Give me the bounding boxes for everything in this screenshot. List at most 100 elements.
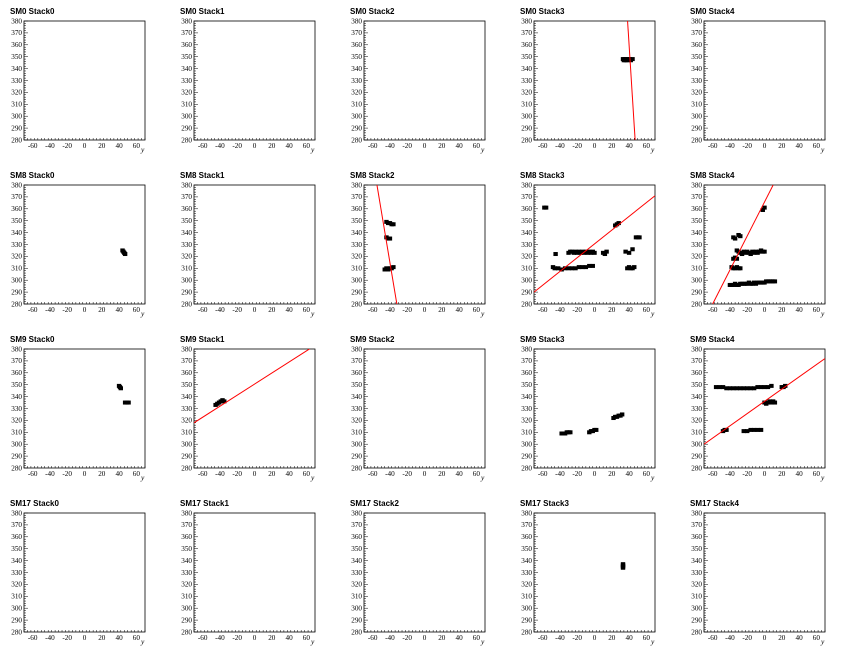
data-point: [738, 266, 743, 271]
y-tick-label: 370: [351, 357, 362, 365]
data-point: [734, 256, 740, 261]
data-point: [772, 279, 778, 284]
x-axis-label: y: [820, 473, 825, 482]
data-point: [741, 429, 746, 434]
y-tick-label: 300: [11, 605, 22, 613]
x-tick-label: 40: [625, 142, 633, 150]
y-tick-label: 340: [351, 229, 362, 237]
y-tick-label: 300: [521, 277, 532, 285]
y-tick-label: 310: [521, 101, 532, 109]
data-point: [623, 249, 628, 254]
plot-frame: [23, 348, 146, 469]
x-axis-label: y: [140, 637, 145, 646]
y-tick-label: 340: [11, 229, 22, 237]
x-tick-label: -60: [708, 142, 718, 150]
y-tick-label: 290: [691, 616, 702, 624]
y-tick-label: 280: [691, 300, 702, 308]
x-tick-label: -40: [215, 470, 225, 478]
data-point: [758, 427, 764, 432]
y-tick-label: 380: [11, 509, 22, 517]
y-tick-label: 360: [11, 41, 22, 49]
x-tick-label: 60: [813, 306, 821, 314]
x-axis-label: y: [820, 637, 825, 646]
x-tick-label: 40: [795, 634, 803, 642]
x-tick-label: 20: [268, 142, 276, 150]
panel: SM0 Stack0 280 290 300 310 320 330 340 350 360 370…: [10, 7, 146, 154]
x-tick-label: 0: [763, 470, 767, 478]
x-tick-label: 60: [813, 634, 821, 642]
y-tick-label: 300: [691, 441, 702, 449]
data-point: [552, 266, 557, 271]
panel: SM9 Stack0 280 290 300 310 320 330 340 350 360 370…: [10, 335, 146, 482]
x-tick-label: -20: [232, 470, 242, 478]
y-tick-label: 330: [691, 569, 702, 577]
y-tick-label: 370: [181, 29, 192, 37]
data-point: [122, 252, 128, 257]
y-tick-label: 330: [521, 405, 532, 413]
data-point: [762, 205, 767, 210]
x-tick-label: 20: [98, 306, 106, 314]
y-tick-label: 340: [181, 393, 192, 401]
panel: SM17 Stack3 280 290 300 310 320 330 340 350 360 37…: [520, 499, 656, 646]
panel-title: SM9 Stack1: [180, 335, 225, 344]
y-tick-label: 370: [181, 357, 192, 365]
y-tick-label: 350: [521, 53, 532, 61]
data-point: [731, 386, 736, 391]
x-tick-label: -60: [538, 470, 548, 478]
x-tick-label: 0: [763, 306, 767, 314]
data-point: [738, 386, 743, 391]
x-tick-label: 60: [643, 470, 651, 478]
data-point: [751, 427, 757, 432]
data-point: [741, 386, 746, 391]
panel: SM17 Stack2 280 290 300 310 320 330 340 350 360 37…: [350, 499, 486, 646]
y-tick-label: 300: [11, 441, 22, 449]
x-tick-label: -60: [28, 306, 38, 314]
x-tick-label: 0: [423, 470, 427, 478]
y-tick-label: 360: [691, 41, 702, 49]
y-tick-label: 310: [351, 101, 362, 109]
data-point: [637, 235, 642, 240]
y-tick-label: 300: [181, 277, 192, 285]
y-tick-label: 380: [521, 509, 532, 517]
y-tick-label: 350: [11, 53, 22, 61]
y-tick-label: 290: [181, 288, 192, 296]
y-tick-label: 280: [181, 628, 192, 636]
x-tick-label: -40: [45, 142, 55, 150]
y-tick-label: 340: [521, 557, 532, 565]
y-tick-label: 280: [351, 464, 362, 472]
data-point: [751, 386, 757, 391]
panel-title: SM17 Stack3: [520, 499, 569, 508]
y-tick-label: 330: [521, 241, 532, 249]
x-tick-label: 40: [285, 142, 293, 150]
x-tick-label: -40: [45, 470, 55, 478]
x-tick-label: -60: [28, 634, 38, 642]
y-tick-label: 380: [521, 181, 532, 189]
x-tick-label: -20: [572, 142, 582, 150]
x-tick-label: -60: [368, 634, 378, 642]
y-tick-label: 290: [691, 124, 702, 132]
data-point: [769, 383, 774, 388]
x-axis-label: y: [650, 145, 655, 154]
plot-frame: [533, 348, 656, 469]
plot-frame: [23, 512, 146, 633]
y-tick-label: 370: [181, 193, 192, 201]
panel: SM0 Stack2 280 290 300 310 320 330 340 350 360 370…: [350, 7, 486, 154]
y-tick-label: 290: [351, 124, 362, 132]
plot-area: [194, 349, 311, 424]
x-tick-label: -40: [555, 142, 565, 150]
y-tick-label: 360: [521, 41, 532, 49]
x-tick-label: 40: [115, 634, 123, 642]
y-tick-label: 370: [351, 29, 362, 37]
x-tick-label: -40: [215, 142, 225, 150]
y-tick-label: 370: [521, 29, 532, 37]
x-axis-label: y: [140, 145, 145, 154]
y-tick-label: 300: [521, 113, 532, 121]
data-point: [748, 252, 753, 257]
y-tick-label: 290: [351, 288, 362, 296]
y-tick-label: 320: [11, 581, 22, 589]
x-tick-label: -40: [725, 634, 735, 642]
y-tick-label: 290: [11, 452, 22, 460]
data-point: [734, 386, 740, 391]
y-tick-label: 360: [691, 369, 702, 377]
data-point: [724, 427, 729, 432]
